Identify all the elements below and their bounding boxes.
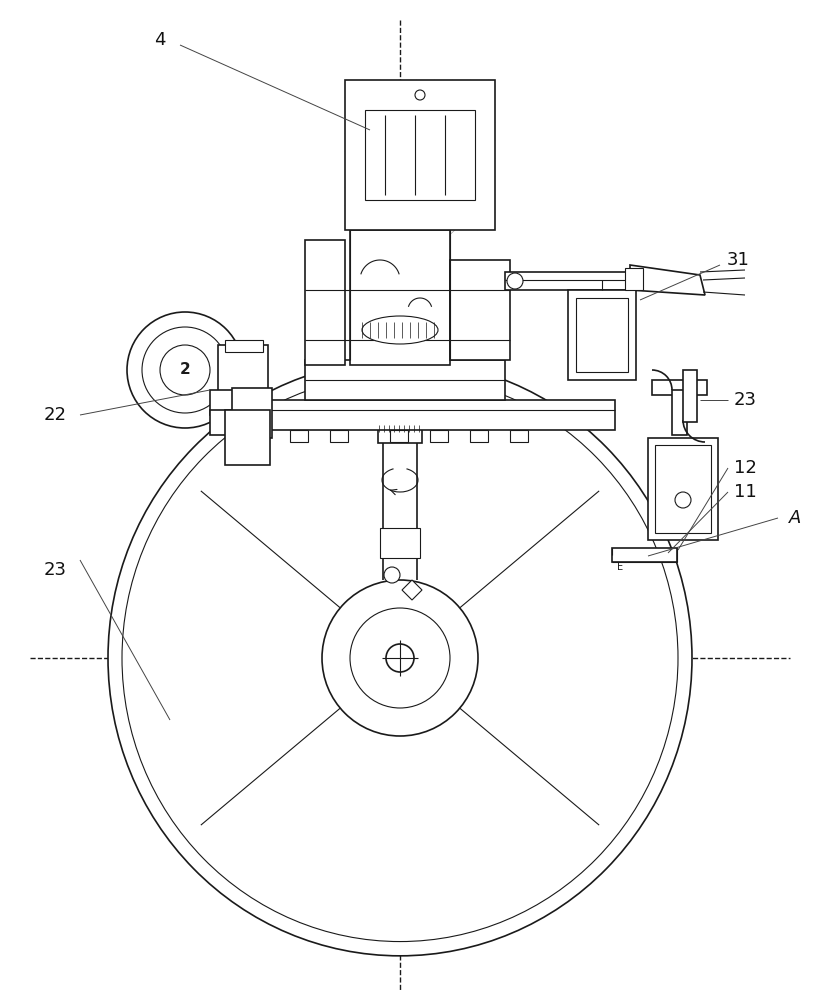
Text: 23: 23 xyxy=(44,561,67,579)
Text: A: A xyxy=(788,509,801,527)
Circle shape xyxy=(142,327,228,413)
Bar xyxy=(232,388,272,438)
Bar xyxy=(218,345,268,395)
Circle shape xyxy=(160,345,210,395)
Circle shape xyxy=(386,644,414,672)
Bar xyxy=(612,548,677,562)
Circle shape xyxy=(350,608,450,708)
Bar xyxy=(305,360,505,400)
Bar xyxy=(450,260,510,360)
Bar xyxy=(648,438,718,540)
Bar xyxy=(225,410,270,465)
Bar xyxy=(378,425,422,443)
Bar xyxy=(470,430,488,442)
Text: 2: 2 xyxy=(179,362,190,377)
Bar xyxy=(505,272,635,290)
Polygon shape xyxy=(402,580,422,600)
Bar xyxy=(330,430,348,442)
Text: 31: 31 xyxy=(727,251,750,269)
Circle shape xyxy=(507,273,523,289)
Bar xyxy=(568,290,636,380)
Ellipse shape xyxy=(122,374,678,942)
Bar xyxy=(430,430,448,442)
Text: 23: 23 xyxy=(733,391,756,409)
Circle shape xyxy=(127,312,243,428)
Bar xyxy=(365,110,475,200)
Text: E: E xyxy=(617,562,623,572)
Bar xyxy=(345,80,495,230)
Bar xyxy=(625,268,643,290)
Bar xyxy=(210,390,270,415)
Bar xyxy=(683,370,697,422)
Circle shape xyxy=(384,567,400,583)
Bar xyxy=(510,430,528,442)
Bar xyxy=(225,340,263,352)
Bar xyxy=(576,298,628,372)
Bar xyxy=(265,400,615,430)
Bar xyxy=(390,430,408,442)
Bar xyxy=(305,240,345,365)
Text: 22: 22 xyxy=(44,406,67,424)
Text: 12: 12 xyxy=(733,459,756,477)
Polygon shape xyxy=(630,265,705,295)
Ellipse shape xyxy=(108,360,692,956)
Circle shape xyxy=(322,580,478,736)
Bar xyxy=(672,390,687,435)
Bar xyxy=(350,230,450,365)
Ellipse shape xyxy=(362,316,438,344)
Bar xyxy=(290,430,308,442)
Bar xyxy=(380,528,420,558)
Bar xyxy=(210,410,270,435)
Bar xyxy=(652,380,707,395)
Text: 11: 11 xyxy=(733,483,756,501)
Text: 4: 4 xyxy=(154,31,165,49)
Bar xyxy=(655,445,711,533)
